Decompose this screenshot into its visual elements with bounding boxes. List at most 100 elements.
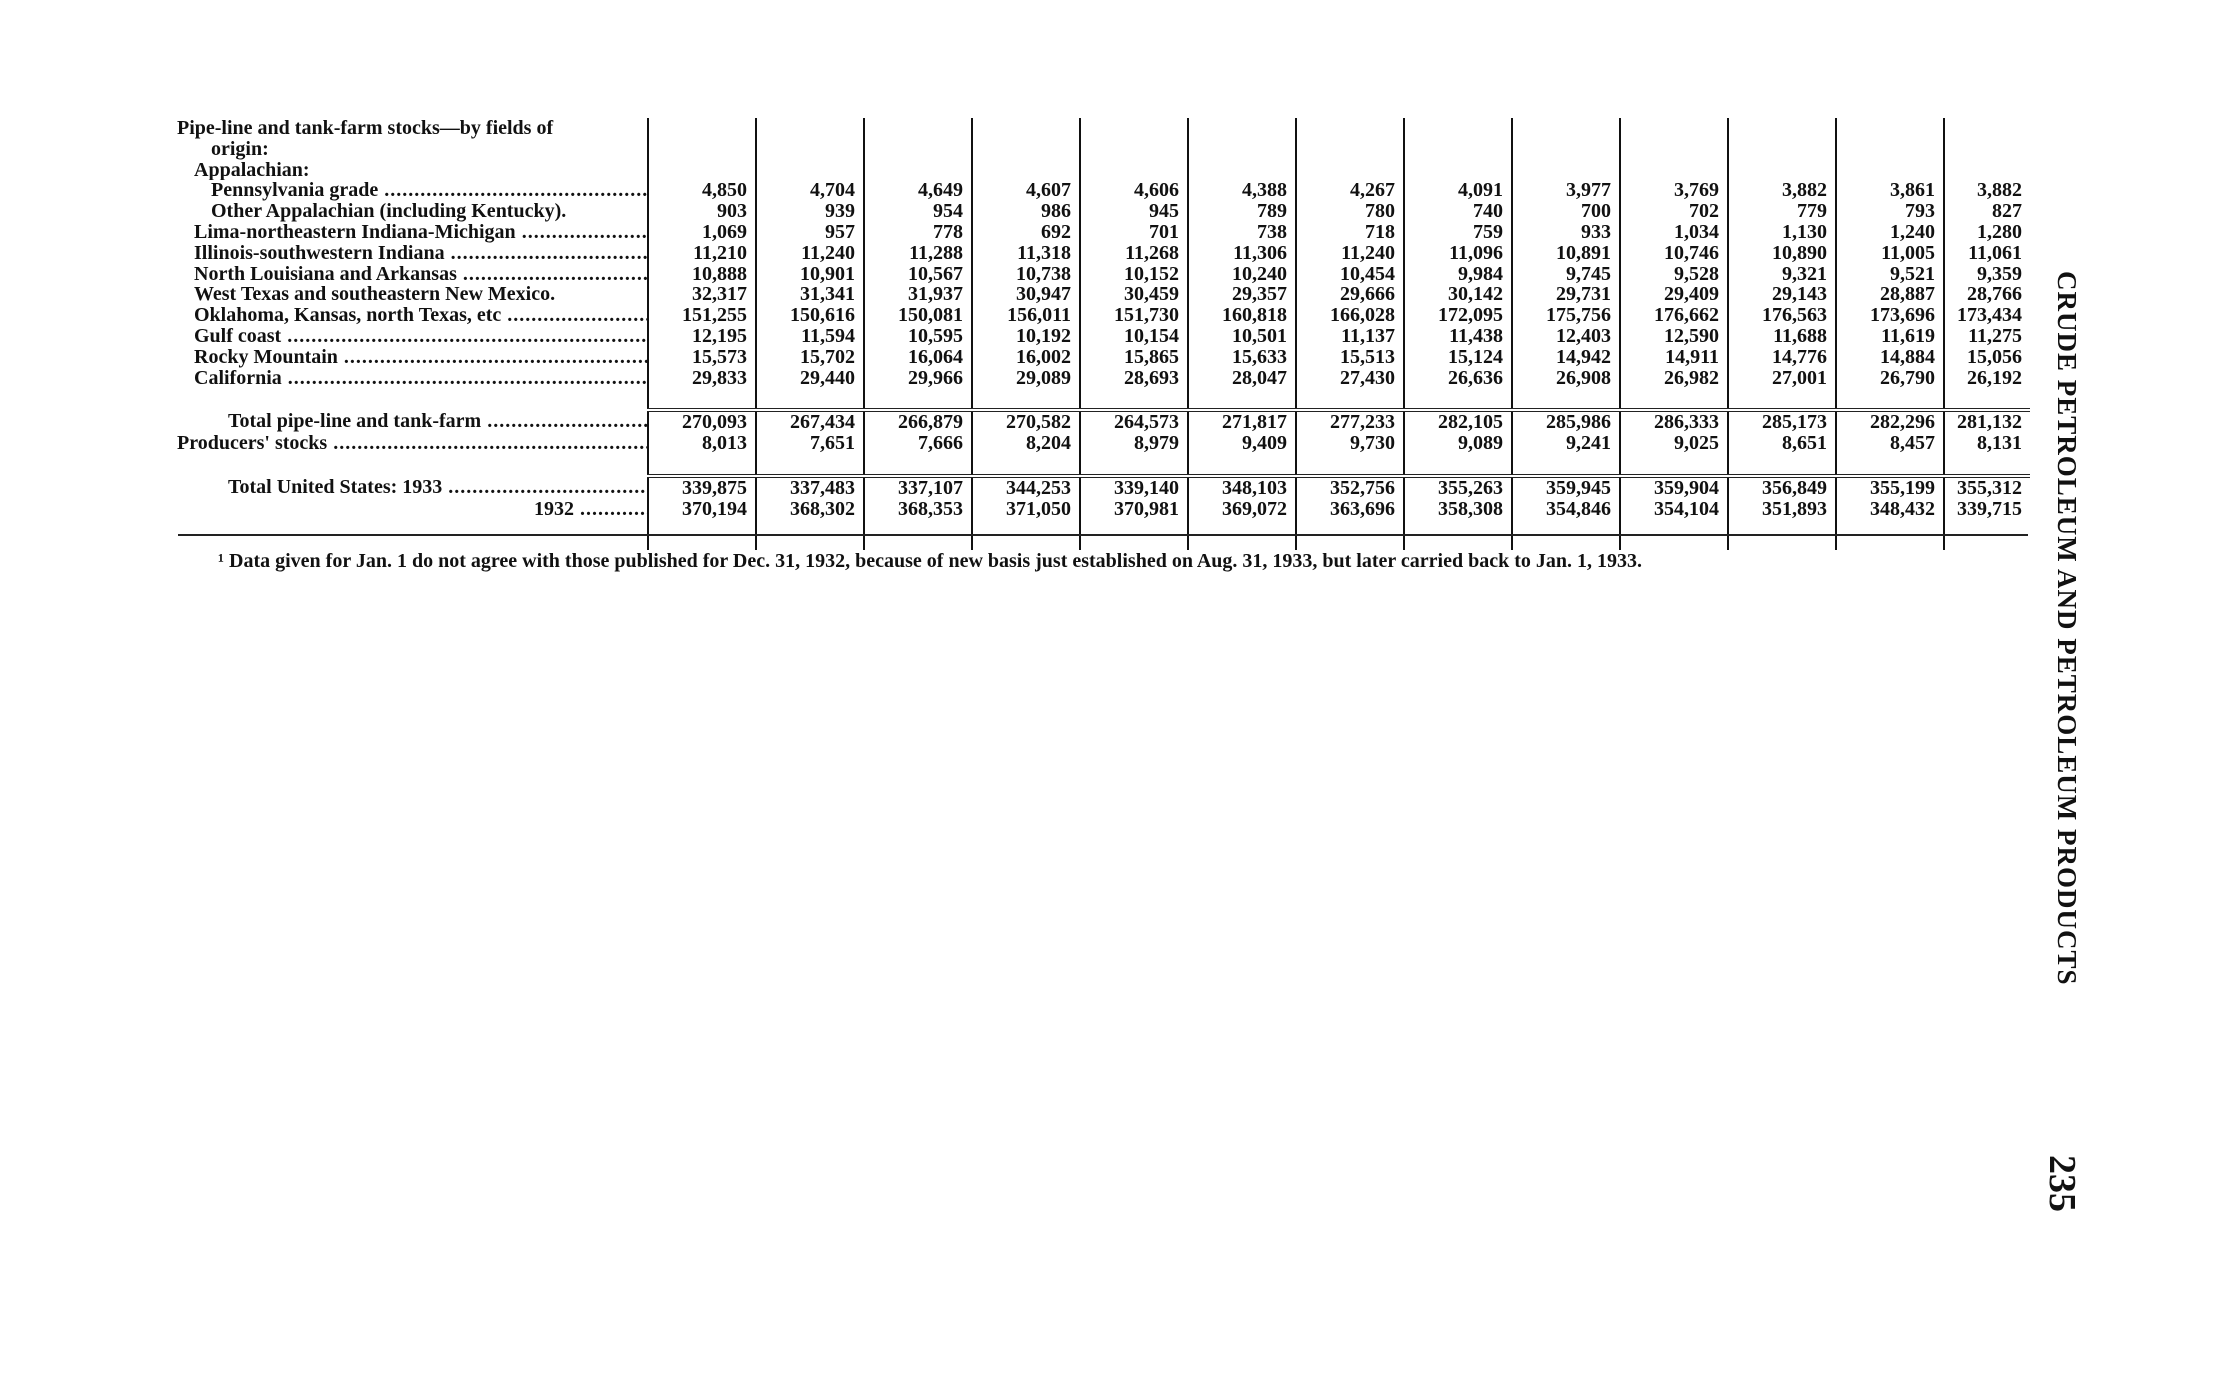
table-cell: 9,025 (1619, 433, 1728, 454)
table-cell: 270,582 (971, 410, 1080, 434)
table-cell: 348,432 (1835, 498, 1944, 520)
table-cell: 27,430 (1295, 367, 1404, 389)
table-cell (1079, 159, 1188, 181)
table-cell (755, 138, 864, 160)
row-label-text: Illinois-southwestern Indiana (194, 242, 445, 264)
table-row: Total United States: 1933 ..............… (177, 475, 2030, 499)
table-cell: 827 (1943, 201, 2030, 222)
table-cell: 3,882 (1727, 180, 1836, 202)
row-label-text: 1932 (534, 498, 574, 520)
table-cell: 31,937 (863, 284, 972, 306)
table-cell (755, 453, 864, 478)
table-row: California .............................… (177, 367, 2030, 389)
table-row: Pipe-line and tank-farm stocks—by fields… (177, 118, 2030, 139)
table-cell: 26,192 (1943, 367, 2030, 389)
table-cell (1619, 159, 1728, 181)
table-cell: 8,979 (1079, 433, 1188, 454)
table-cell (1727, 138, 1836, 160)
row-label: Gulf coast .............................… (177, 326, 648, 347)
table-cell: 150,081 (863, 305, 972, 326)
table-cell (1403, 138, 1512, 160)
table-cell: 7,666 (863, 433, 972, 454)
row-label: Pennsylvania grade .....................… (177, 180, 648, 201)
table-cell: 793 (1835, 201, 1944, 222)
table-cell (1943, 118, 2030, 139)
table-cell: 11,306 (1187, 242, 1296, 264)
leader-dots: ........................................… (450, 242, 648, 264)
table-cell: 740 (1403, 201, 1512, 222)
table-cell (1511, 453, 1620, 478)
table-cell (971, 388, 1080, 413)
table-cell: 10,192 (971, 325, 1080, 347)
table-cell: 344,253 (971, 475, 1080, 499)
table-cell (1619, 118, 1728, 139)
table-row: West Texas and southeastern New Mexico. 3… (177, 284, 2030, 306)
table-cell: 15,633 (1187, 346, 1296, 368)
table-cell: 778 (863, 221, 972, 243)
row-label: West Texas and southeastern New Mexico. (177, 284, 648, 305)
table-cell: 3,977 (1511, 180, 1620, 202)
table-cell: 15,573 (647, 346, 756, 368)
table-cell: 31,341 (755, 284, 864, 306)
table-cell: 1,069 (647, 221, 756, 243)
table-cell (1943, 138, 2030, 160)
table-cell: 10,891 (1511, 242, 1620, 264)
table-cell: 12,590 (1619, 325, 1728, 347)
table-cell (1403, 118, 1512, 139)
table-cell: 11,137 (1295, 325, 1404, 347)
table-cell (755, 118, 864, 139)
table-cell: 150,616 (755, 305, 864, 326)
table-cell: 29,143 (1727, 284, 1836, 306)
table-cell: 780 (1295, 201, 1404, 222)
table-cell (1403, 453, 1512, 478)
table-cell: 277,233 (1295, 410, 1404, 434)
leader-dots: ........................................… (448, 475, 648, 498)
table-cell: 4,091 (1403, 180, 1512, 202)
table-cell: 8,204 (971, 433, 1080, 454)
table-cell: 10,240 (1187, 263, 1296, 285)
table-cell: 10,454 (1295, 263, 1404, 285)
table-cell: 9,409 (1187, 433, 1296, 454)
table-cell (863, 138, 972, 160)
table-cell: 10,501 (1187, 325, 1296, 347)
row-label: origin: (177, 139, 648, 160)
table-cell (1187, 138, 1296, 160)
table-cell: 14,942 (1511, 346, 1620, 368)
table-cell (1943, 453, 2030, 478)
table-cell (971, 159, 1080, 181)
table-cell: 30,142 (1403, 284, 1512, 306)
row-label: North Louisiana and Arkansas ...........… (177, 264, 648, 285)
table-cell: 3,882 (1943, 180, 2030, 202)
row-label-text: Lima-northeastern Indiana-Michigan (194, 221, 516, 243)
table-cell: 9,241 (1511, 433, 1620, 454)
table-cell: 945 (1079, 201, 1188, 222)
table-cell (1295, 159, 1404, 181)
table-cell: 264,573 (1079, 410, 1188, 434)
row-label-text: Other Appalachian (including Kentucky). (211, 201, 567, 222)
table-cell: 9,745 (1511, 263, 1620, 285)
leader-dots: ........................................… (462, 263, 648, 285)
row-label: Illinois-southwestern Indiana ..........… (177, 243, 648, 264)
table-cell: 3,769 (1619, 180, 1728, 202)
table-cell (647, 453, 756, 478)
table-cell (1079, 138, 1188, 160)
table-cell: 173,696 (1835, 305, 1944, 326)
table-cell (863, 159, 972, 181)
table-cell: 156,011 (971, 305, 1080, 326)
table-cell: 11,688 (1727, 325, 1836, 347)
table-cell: 26,982 (1619, 367, 1728, 389)
table-cell: 371,050 (971, 498, 1080, 520)
table-cell: 8,131 (1943, 433, 2030, 454)
table-cell: 11,210 (647, 242, 756, 264)
table-cell: 355,199 (1835, 475, 1944, 499)
table-cell (1295, 138, 1404, 160)
table-cell: 11,438 (1403, 325, 1512, 347)
leader-dots: ........................................… (281, 367, 648, 389)
stocks-table: Pipe-line and tank-farm stocks—by fields… (177, 118, 2030, 550)
table-cell: 32,317 (647, 284, 756, 306)
table-cell: 29,731 (1511, 284, 1620, 306)
table-cell: 1,034 (1619, 221, 1728, 243)
table-cell: 151,255 (647, 305, 756, 326)
table-cell (971, 138, 1080, 160)
table-cell: 359,945 (1511, 475, 1620, 499)
